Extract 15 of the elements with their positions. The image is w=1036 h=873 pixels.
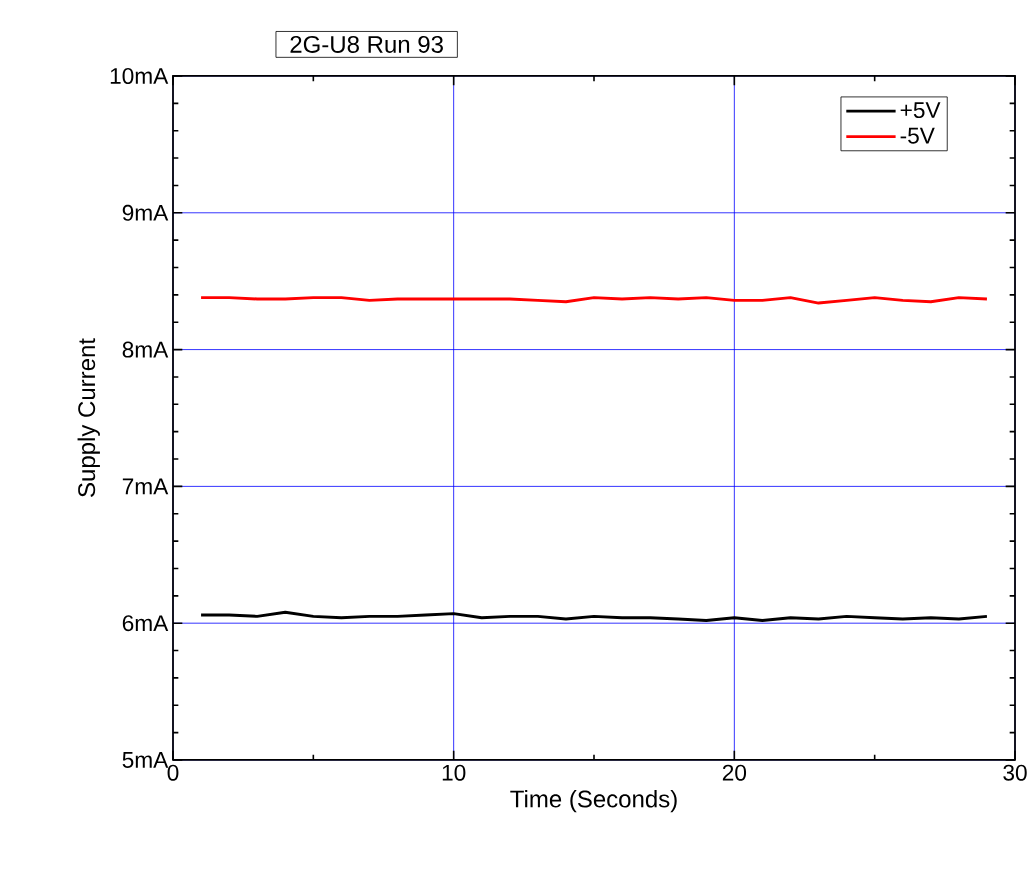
y-tick-label: 9mA <box>122 204 169 221</box>
x-tick-label: 20 <box>722 764 747 781</box>
y-axis-title: Supply Current <box>77 338 100 497</box>
x-axis-title: Time (Seconds) <box>510 789 677 813</box>
x-tick-label: 0 <box>167 764 179 781</box>
y-tick-label: 5mA <box>122 752 169 768</box>
x-tick-label: 10 <box>442 764 466 781</box>
y-tick-label: 6mA <box>122 615 169 632</box>
chart-title: 2G-U8 Run 93 <box>290 35 443 53</box>
y-tick-label: 7mA <box>122 478 169 495</box>
legend-label: -5V <box>900 127 935 144</box>
y-tick-label: 10mA <box>110 67 169 85</box>
y-tick-label: 8mA <box>122 341 169 358</box>
x-tick-label: 30 <box>1003 764 1027 781</box>
legend-label: +5V <box>900 102 941 119</box>
